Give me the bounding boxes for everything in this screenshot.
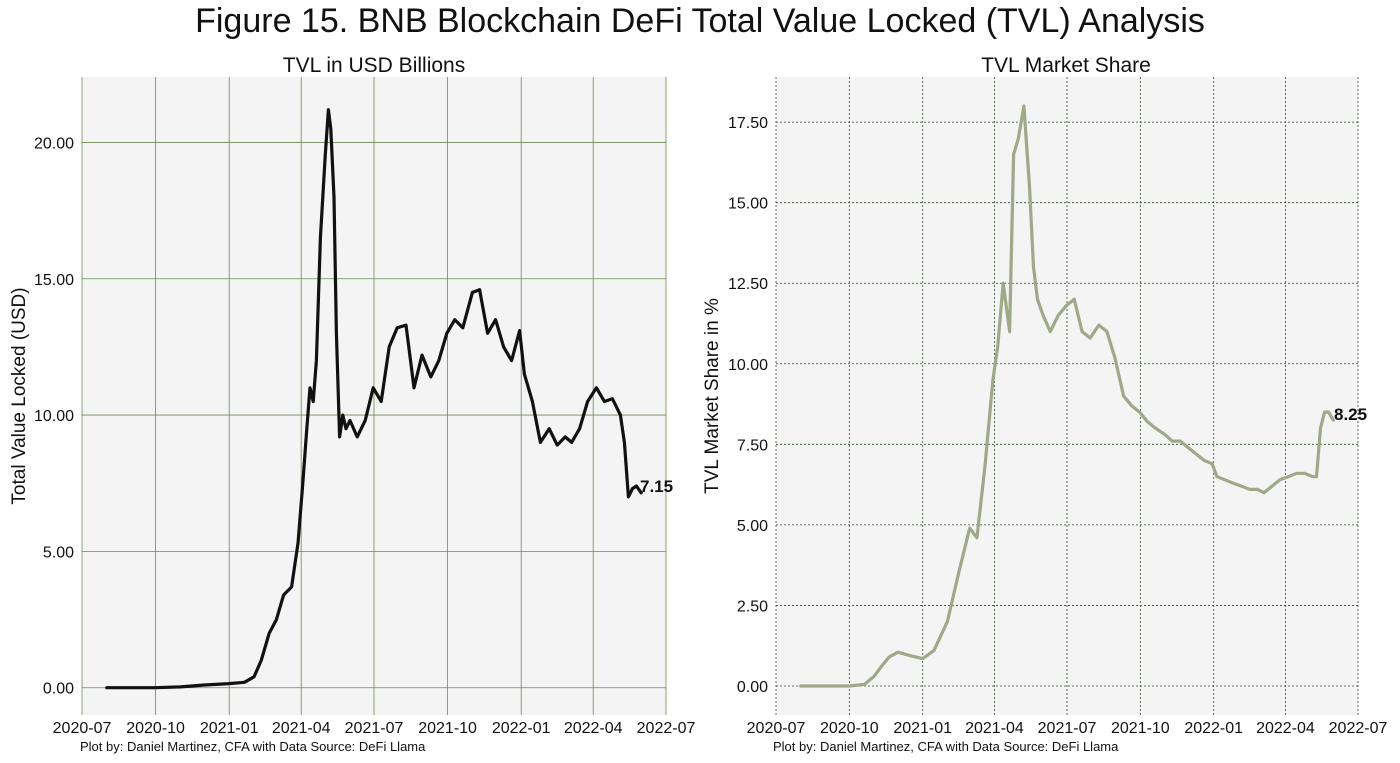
left-x-tick-label: 2021-07 bbox=[345, 720, 404, 737]
series-left bbox=[105, 108, 643, 690]
end-value-label-left: 7.15 bbox=[640, 477, 673, 496]
left-x-tick-label: 2021-01 bbox=[200, 720, 259, 737]
left-x-tick-label: 2022-07 bbox=[637, 720, 696, 737]
left-x-tick-label: 2021-04 bbox=[272, 720, 331, 737]
y-axis-label-left: Total Value Locked (USD) bbox=[9, 287, 30, 504]
right-x-tick-label: 2020-10 bbox=[820, 720, 879, 737]
right-x-tick-label: 2021-01 bbox=[893, 720, 952, 737]
right-x-tick-label: 2022-07 bbox=[1329, 720, 1388, 737]
end-value-label-right: 8.25 bbox=[1334, 405, 1367, 424]
right-y-tick-label: 2.50 bbox=[737, 598, 768, 615]
right-y-tick-label: 5.00 bbox=[737, 518, 768, 535]
right-x-tick-label: 2021-10 bbox=[1111, 720, 1170, 737]
x-ticks-right: 2020-07 2020-10 2021-01 2021-04 2021-07 2021-… bbox=[747, 720, 1388, 737]
right-series-line bbox=[799, 104, 1335, 688]
tvl-usd-chart: TVL in USD Billions 2020-07 2020-10 2021-0… bbox=[9, 54, 696, 754]
left-y-tick-label: 10.00 bbox=[34, 408, 74, 425]
right-y-tick-label: 15.00 bbox=[728, 196, 768, 213]
right-x-tick-label: 2020-07 bbox=[747, 720, 806, 737]
left-y-tick-label: 15.00 bbox=[34, 272, 74, 289]
x-ticks-left: 2020-07 2020-10 2021-01 2021-04 2021-07 2021-… bbox=[53, 720, 696, 737]
right-y-tick-label: 7.50 bbox=[737, 437, 768, 454]
chart-title-tvl-usd: TVL in USD Billions bbox=[283, 54, 465, 77]
right-y-tick-label: 10.00 bbox=[728, 357, 768, 374]
right-x-tick-label: 2021-04 bbox=[965, 720, 1024, 737]
figure-title: Figure 15. BNB Blockchain DeFi Total Val… bbox=[195, 2, 1205, 40]
grid-right bbox=[775, 77, 1359, 715]
right-y-tick-label: 12.50 bbox=[728, 276, 768, 293]
series-right bbox=[799, 104, 1335, 688]
chart-title-market-share: TVL Market Share bbox=[981, 54, 1151, 77]
right-x-tick-label: 2021-07 bbox=[1038, 720, 1097, 737]
right-y-tick-label: 0.00 bbox=[737, 679, 768, 696]
left-y-tick-label: 5.00 bbox=[43, 544, 74, 561]
credit-left: Plot by: Daniel Martinez, CFA with Data … bbox=[80, 739, 426, 754]
credit-right: Plot by: Daniel Martinez, CFA with Data … bbox=[773, 739, 1119, 754]
grid-left bbox=[81, 77, 667, 715]
y-ticks-right: 0.00 2.50 5.00 7.50 10.00 12.50 15.00 17.50 bbox=[728, 115, 768, 696]
y-ticks-left: 0.00 5.00 10.00 15.00 20.00 bbox=[34, 135, 74, 697]
left-x-tick-label: 2021-10 bbox=[418, 720, 477, 737]
left-y-tick-label: 0.00 bbox=[43, 681, 74, 698]
right-y-tick-label: 17.50 bbox=[728, 115, 768, 132]
y-axis-label-right: TVL Market Share in % bbox=[702, 298, 723, 494]
right-x-tick-label: 2022-01 bbox=[1184, 720, 1243, 737]
left-x-tick-label: 2020-10 bbox=[126, 720, 185, 737]
left-x-tick-label: 2022-01 bbox=[492, 720, 551, 737]
left-x-tick-label: 2020-07 bbox=[53, 720, 112, 737]
plot-area-right bbox=[776, 77, 1358, 715]
left-series-line bbox=[105, 108, 643, 690]
right-x-tick-label: 2022-04 bbox=[1256, 720, 1315, 737]
left-y-tick-label: 20.00 bbox=[34, 135, 74, 152]
left-x-tick-label: 2022-04 bbox=[564, 720, 623, 737]
